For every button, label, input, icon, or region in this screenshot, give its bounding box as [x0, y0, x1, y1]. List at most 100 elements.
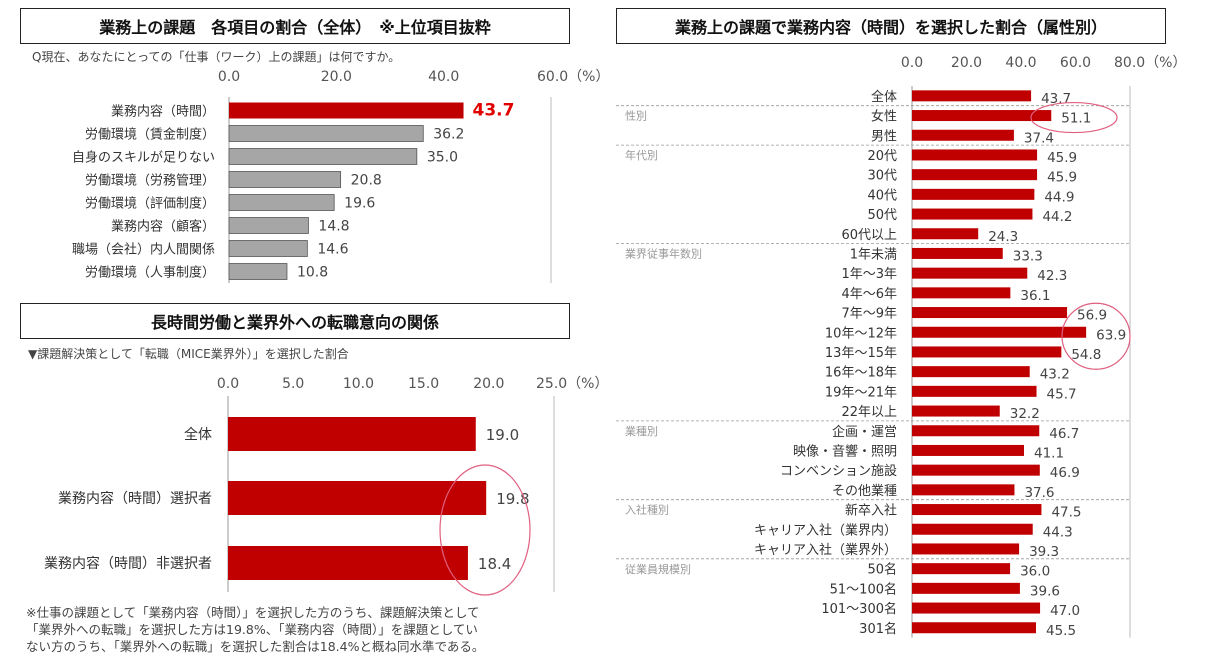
- category-label: 7年～9年: [841, 307, 897, 322]
- x-tick-label: 60.0（%）: [537, 69, 609, 85]
- bar: [229, 102, 464, 119]
- value-label: 39.6: [1030, 583, 1060, 599]
- value-label: 63.9: [1096, 327, 1126, 343]
- category-label: 業務内容（時間）選択者: [58, 490, 212, 507]
- category-label: 労働環境（評価制度）: [85, 196, 215, 212]
- category-label: 22年以上: [841, 405, 897, 420]
- highlight-circle: [1061, 302, 1131, 370]
- category-label: 職場（会社）内人間関係: [72, 242, 215, 258]
- bar: [912, 602, 1041, 614]
- category-label: 60代以上: [841, 228, 897, 243]
- value-label: 14.6: [317, 242, 348, 258]
- category-label: 労働環境（人事制度）: [85, 265, 215, 281]
- chart1-plot: 0.0 20.0 40.0 60.0（%） 業務内容（時間） 43.7 労働環境（賃金制度）…: [72, 69, 609, 283]
- x-tick-label: 20.0: [321, 69, 352, 85]
- value-label: 37.4: [1024, 130, 1054, 146]
- highlight-circle: [1030, 101, 1118, 134]
- value-label: 46.7: [1049, 426, 1079, 442]
- value-label: 39.3: [1029, 544, 1059, 560]
- category-label: 19年～21年: [825, 385, 897, 400]
- category-label: 1年未満: [850, 247, 897, 262]
- bar: [912, 247, 1003, 259]
- category-label: キャリア入社（業界外）: [754, 542, 897, 558]
- value-label: 18.4: [478, 555, 511, 573]
- chart1-title: 業務上の課題 各項目の割合（全体） ※上位項目抜粋: [20, 8, 570, 44]
- value-label: 36.0: [1020, 564, 1050, 580]
- value-label: 44.3: [1043, 524, 1073, 540]
- category-label: 労働環境（賃金制度）: [85, 127, 215, 143]
- x-tick-label: 0.0: [901, 55, 923, 71]
- value-label: 45.5: [1046, 623, 1076, 639]
- chart2-subtitle: ▼課題解決策として「転職（MICE業界外）」を選択した割合: [28, 347, 349, 361]
- value-label: 51.1: [1061, 111, 1091, 127]
- group-label: 入社種別: [625, 503, 669, 517]
- category-label: 51～100名: [830, 581, 897, 597]
- bar: [912, 464, 1040, 476]
- bar: [912, 110, 1052, 122]
- bar: [228, 194, 335, 211]
- bar: [912, 622, 1036, 634]
- bar: [912, 169, 1038, 181]
- category-label: 新卒入社: [845, 503, 897, 519]
- x-tick-label: 40.0: [1005, 55, 1036, 71]
- bar: [912, 208, 1033, 220]
- value-label: 44.2: [1042, 209, 1072, 225]
- bar: [912, 188, 1035, 200]
- category-label: 業務内容（顧客）: [111, 219, 215, 235]
- chart3-title: 業務上の課題で業務内容（時間）を選択した割合（属性別）: [616, 8, 1166, 44]
- bar: [912, 504, 1042, 516]
- category-label: 20代: [867, 149, 897, 164]
- bar: [912, 425, 1040, 437]
- bar: [912, 267, 1028, 279]
- x-tick-label: 40.0: [428, 69, 459, 85]
- footnote-line: ない方のうち、「業界外への転職」を選択した割合は18.4%と概ね同水準である。: [26, 639, 485, 654]
- bar: [228, 546, 468, 580]
- bar: [912, 582, 1020, 594]
- category-label: 業務内容（時間）非選択者: [44, 555, 212, 572]
- bar: [912, 405, 1000, 417]
- x-tick-label: 20.0: [473, 376, 504, 392]
- category-label: 1年～3年: [841, 267, 897, 282]
- bar: [912, 287, 1011, 299]
- bar: [228, 217, 309, 234]
- x-tick-label: 15.0: [408, 376, 439, 392]
- bar: [912, 326, 1087, 338]
- category-label: コンベンション施設: [780, 463, 897, 479]
- value-label: 45.9: [1047, 170, 1077, 186]
- category-label: 自身のスキルが足りない: [72, 150, 215, 166]
- bar: [228, 417, 476, 451]
- chart2-footnote: ※仕事の課題として「業務内容（時間）」を選択した方のうち、課題解決策として 「業…: [26, 604, 484, 655]
- x-tick-label: 10.0: [343, 376, 374, 392]
- value-label: 35.0: [427, 150, 458, 166]
- category-label: 50名: [867, 562, 897, 578]
- footnote-line: ※仕事の課題として「業務内容（時間）」を選択した方のうち、課題解決策として: [26, 605, 480, 620]
- bar: [228, 481, 487, 515]
- value-label: 41.1: [1034, 445, 1064, 461]
- bar: [228, 148, 418, 165]
- bar: [912, 129, 1014, 141]
- category-label: 企画・運営: [832, 424, 897, 440]
- bar: [912, 90, 1032, 102]
- x-tick-label: 0.0: [217, 376, 239, 392]
- chart2-title: 長時間労働と業界外への転職意向の関係: [20, 303, 570, 339]
- category-label: 労働環境（労務管理）: [85, 174, 215, 189]
- chart2-plot: 0.0 5.0 10.0 15.0 20.0 25.0（%） 全体 19.0 業務内容（時間）選…: [44, 376, 608, 596]
- bar: [228, 263, 288, 280]
- bar: [912, 563, 1011, 575]
- category-label: 101～300名: [821, 601, 897, 617]
- highlight-circle: [439, 464, 531, 596]
- category-label: 16年～18年: [825, 366, 897, 381]
- group-label: 業種別: [625, 424, 658, 438]
- value-label: 20.8: [351, 173, 382, 189]
- bar: [912, 366, 1030, 378]
- value-label: 56.9: [1077, 308, 1107, 324]
- chart1-subtitle: Q現在、あなたにとっての「仕事（ワーク）上の課題」は何ですか。: [32, 50, 401, 64]
- x-tick-label: 5.0: [282, 376, 304, 392]
- value-label: 36.2: [433, 127, 464, 143]
- category-label: 40代: [867, 188, 897, 203]
- group-label: 業界従事年数別: [625, 247, 702, 261]
- bar: [912, 484, 1015, 496]
- category-label: 30代: [867, 169, 897, 184]
- bar: [912, 543, 1020, 555]
